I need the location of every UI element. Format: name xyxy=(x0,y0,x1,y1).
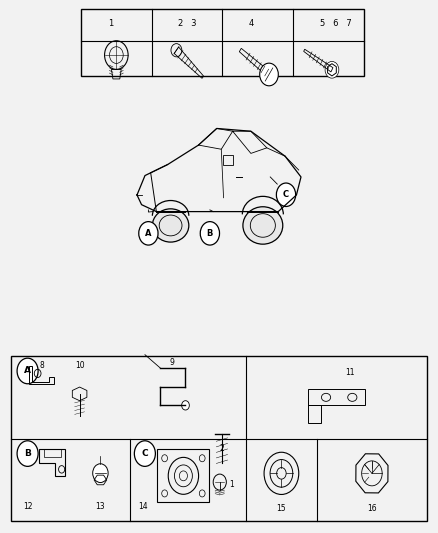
Ellipse shape xyxy=(159,215,182,236)
Text: 5   6   7: 5 6 7 xyxy=(320,19,352,28)
Text: A: A xyxy=(145,229,152,238)
Text: 16: 16 xyxy=(367,504,377,513)
Text: 8: 8 xyxy=(39,361,44,370)
Bar xyxy=(11,356,427,521)
Text: C: C xyxy=(141,449,148,458)
Text: 14: 14 xyxy=(138,502,148,511)
Text: 11: 11 xyxy=(345,368,354,376)
Text: A: A xyxy=(24,367,31,375)
Bar xyxy=(307,405,321,423)
Text: 1: 1 xyxy=(108,19,113,28)
Circle shape xyxy=(93,464,108,482)
Bar xyxy=(307,389,365,405)
Text: 1: 1 xyxy=(230,480,234,489)
Circle shape xyxy=(200,222,219,245)
Circle shape xyxy=(134,441,155,466)
Text: 2: 2 xyxy=(219,444,224,453)
Circle shape xyxy=(139,222,158,245)
Bar xyxy=(223,155,233,165)
Bar xyxy=(81,9,364,76)
Text: 12: 12 xyxy=(24,502,33,511)
Ellipse shape xyxy=(250,214,276,237)
Text: B: B xyxy=(24,449,31,458)
Circle shape xyxy=(325,61,339,78)
Text: 4: 4 xyxy=(249,19,254,28)
Circle shape xyxy=(260,63,278,86)
Text: 15: 15 xyxy=(277,504,286,513)
Ellipse shape xyxy=(152,209,189,242)
Circle shape xyxy=(182,401,189,410)
Circle shape xyxy=(276,183,296,206)
Circle shape xyxy=(17,441,38,466)
Circle shape xyxy=(17,358,38,384)
Text: 10: 10 xyxy=(75,361,85,370)
Text: 2   3: 2 3 xyxy=(179,19,197,28)
Text: 9: 9 xyxy=(170,358,175,367)
Text: 13: 13 xyxy=(95,502,105,511)
Text: C: C xyxy=(283,190,289,199)
Ellipse shape xyxy=(243,207,283,244)
Text: B: B xyxy=(207,229,213,238)
